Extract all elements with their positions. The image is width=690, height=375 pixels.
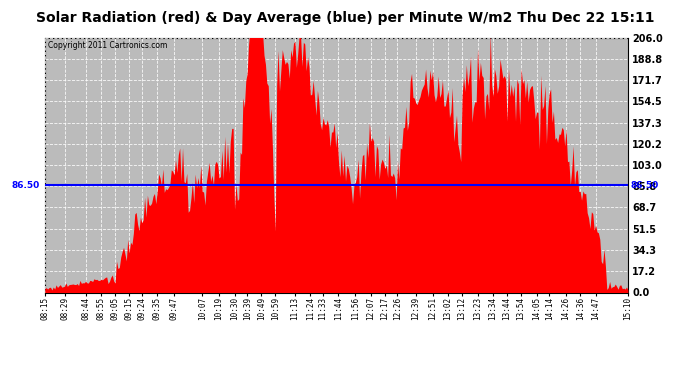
Text: Solar Radiation (red) & Day Average (blue) per Minute W/m2 Thu Dec 22 15:11: Solar Radiation (red) & Day Average (blu… <box>36 11 654 25</box>
Text: Copyright 2011 Cartronics.com: Copyright 2011 Cartronics.com <box>48 41 167 50</box>
Text: 86.50: 86.50 <box>631 181 659 190</box>
Text: 86.50: 86.50 <box>12 181 40 190</box>
